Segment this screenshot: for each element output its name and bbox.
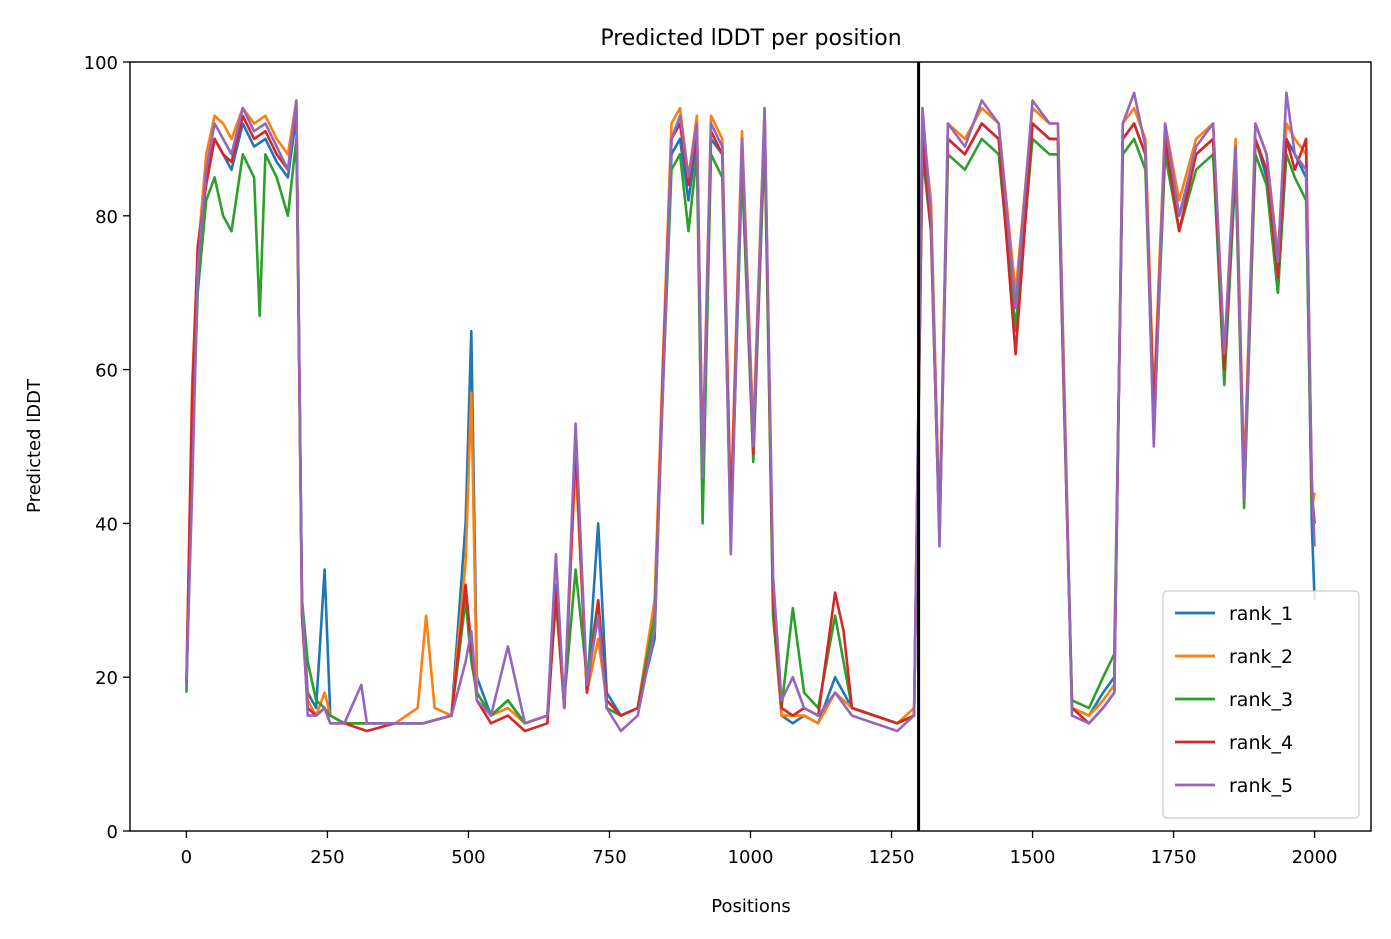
legend-label: rank_5 <box>1229 775 1293 797</box>
y-tick-label: 80 <box>95 207 118 228</box>
plot-area <box>185 91 1316 733</box>
legend-label: rank_4 <box>1229 732 1293 754</box>
y-tick-label: 100 <box>84 53 118 74</box>
x-axis-ticks: 0 250 500 750 1000 1250 1500 1750 2000 <box>181 831 1338 868</box>
legend-label: rank_1 <box>1229 603 1293 625</box>
x-tick-label: 1250 <box>869 847 915 868</box>
legend: rank_1 rank_2 rank_3 rank_4 rank_5 <box>1162 590 1360 819</box>
y-tick-label: 60 <box>95 361 118 382</box>
legend-label: rank_2 <box>1229 646 1293 668</box>
x-tick-label: 1500 <box>1010 847 1056 868</box>
chart-title: Predicted lDDT per position <box>600 26 901 51</box>
y-tick-label: 20 <box>95 668 118 689</box>
legend-label: rank_3 <box>1229 689 1293 711</box>
series-line-rank_3 <box>185 137 1316 725</box>
legend-box <box>1162 590 1360 819</box>
x-tick-label: 0 <box>181 847 192 868</box>
series-line-rank_5 <box>185 91 1316 733</box>
x-tick-label: 2000 <box>1292 847 1338 868</box>
x-tick-label: 750 <box>592 847 626 868</box>
y-tick-label: 0 <box>107 822 118 843</box>
x-tick-label: 500 <box>451 847 485 868</box>
y-axis-title: Predicted lDDT <box>24 378 45 513</box>
y-tick-label: 40 <box>95 514 118 535</box>
x-tick-label: 1750 <box>1151 847 1197 868</box>
x-tick-label: 250 <box>310 847 344 868</box>
x-axis-title: Positions <box>711 896 790 917</box>
x-tick-label: 1000 <box>728 847 774 868</box>
y-axis-ticks: 0 20 40 60 80 100 <box>84 53 130 843</box>
